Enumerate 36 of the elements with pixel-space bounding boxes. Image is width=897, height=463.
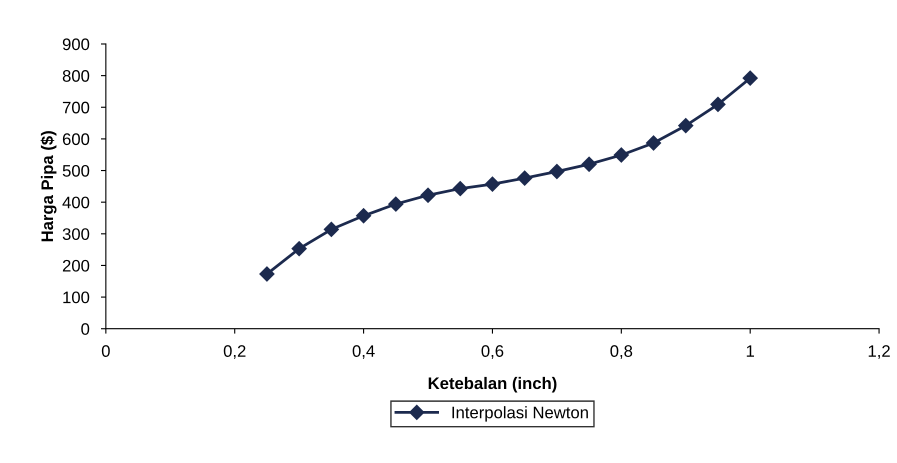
point [582,156,597,172]
y-tick-label: 400 [62,196,90,208]
y-tick-label: 500 [62,164,90,177]
y-tick-label: 100 [63,291,90,304]
point [517,170,532,186]
point [646,135,662,151]
point [710,96,726,112]
x-axis-title: Ketebalan (inch) [428,376,556,392]
y-tick-label: 300 [62,228,90,240]
legend-label: Interpolasi Newton [452,406,588,422]
point [356,208,372,224]
point [259,266,274,282]
y-tick-label: 900 [62,38,90,50]
y-tick-label: 700 [62,102,90,114]
x-tick-label: 0,4 [352,345,375,359]
x-tick-label: 1,2 [868,345,890,359]
x-tick-label: 0,6 [482,345,504,359]
y-tick-label: 600 [62,133,90,146]
x-tick-label: 1 [746,345,754,357]
point [420,188,436,203]
point [484,176,500,192]
point [678,118,694,134]
x-tick-label: 0 [102,345,110,357]
y-tick-label: 800 [62,70,90,82]
x-tick-label: 0,2 [224,345,246,359]
y-tick-label: 0 [81,323,90,335]
point [324,222,339,237]
point [388,196,404,212]
y-tick-label: 200 [62,260,90,272]
point [292,241,307,256]
point [549,164,564,180]
x-tick-label: 0,8 [610,345,632,359]
y-axis-title: Harga Pipa ($) [40,131,57,242]
point [742,70,758,86]
point [614,147,629,163]
point [452,181,468,196]
